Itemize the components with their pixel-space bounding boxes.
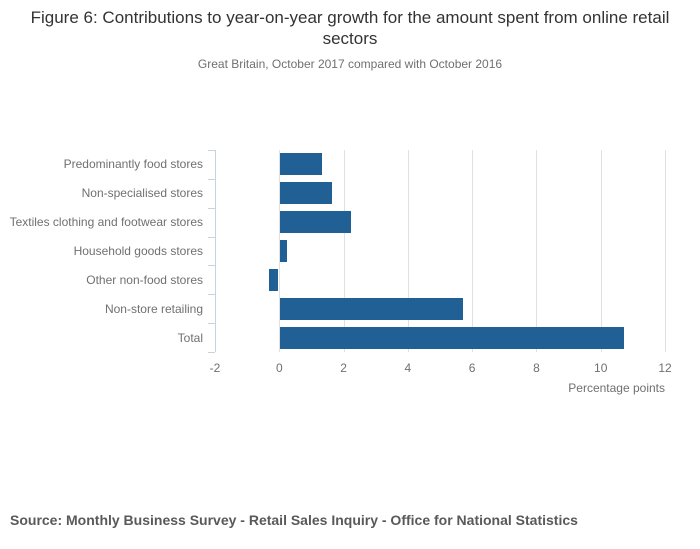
category-label: Other non-food stores — [86, 272, 203, 287]
category-label: Household goods stores — [73, 244, 203, 258]
x-tick-label: 8 — [533, 361, 540, 375]
bar — [280, 326, 625, 349]
category-label: Non-store retailing — [104, 301, 203, 316]
y-axis-line — [215, 150, 216, 352]
y-axis-tick — [208, 150, 215, 151]
bar — [280, 153, 323, 176]
category-label: Non-specialised stores — [81, 186, 203, 201]
x-tick-label: 0 — [275, 361, 283, 375]
gridline — [407, 150, 409, 352]
category-label: Predominantly food stores — [63, 157, 203, 172]
x-tick-label: -2 — [209, 361, 221, 375]
x-axis-label: Percentage points — [568, 381, 665, 395]
y-axis-tick — [208, 237, 215, 238]
bar — [268, 268, 279, 291]
x-tick-label: 10 — [594, 361, 608, 375]
bar — [280, 297, 464, 320]
category-label: Textiles clothing and footwear stores — [9, 215, 203, 230]
gridline — [472, 150, 474, 352]
y-axis-tick — [208, 265, 215, 266]
y-axis-tick — [208, 352, 215, 353]
gridline — [343, 150, 345, 352]
source-note: Source: Monthly Business Survey - Retail… — [10, 512, 578, 528]
bar — [280, 240, 287, 262]
y-axis-tick — [208, 294, 215, 295]
bar — [280, 211, 351, 234]
x-tick-label: 12 — [658, 361, 672, 375]
x-tick-label: 2 — [340, 361, 347, 375]
chart-subtitle: Great Britain, October 2017 compared wit… — [197, 57, 503, 71]
gridline — [536, 150, 538, 352]
bar — [280, 182, 332, 205]
category-label: Total — [177, 330, 203, 345]
chart-title: Figure 6: Contributions to year-on-year … — [30, 8, 670, 48]
x-tick-label: 4 — [404, 361, 412, 375]
gridline — [600, 150, 602, 352]
gridline — [279, 150, 281, 352]
y-axis-tick — [208, 323, 215, 324]
y-axis-tick — [208, 208, 215, 209]
gridline — [665, 150, 666, 352]
y-axis-tick — [208, 179, 215, 180]
x-tick-label: 6 — [468, 361, 476, 375]
